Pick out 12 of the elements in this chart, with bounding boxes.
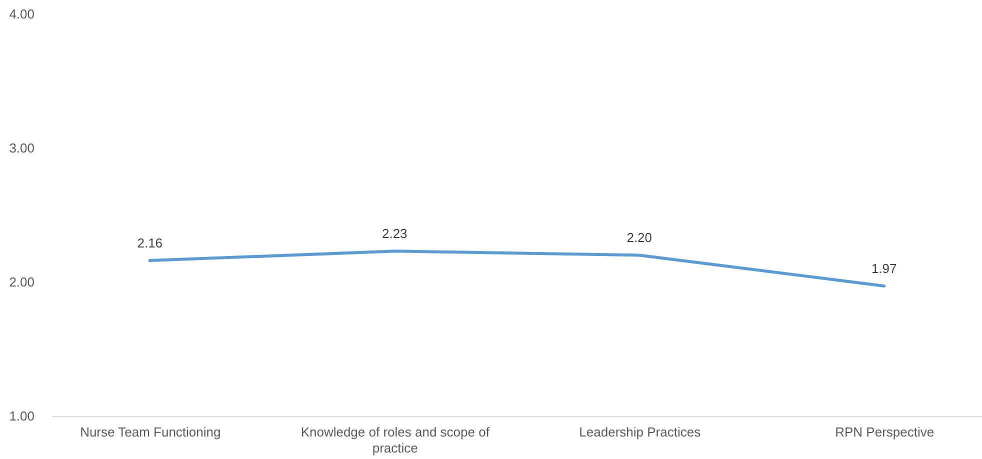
x-tick-label: Leadership Practices [579, 424, 702, 440]
x-tick-label: Knowledge of roles and scope of practice [300, 424, 490, 456]
x-tick-label: Nurse Team Functioning [80, 424, 221, 440]
y-tick-label: 1.00 [9, 408, 34, 424]
y-tick-label: 4.00 [9, 6, 34, 22]
y-tick-label: 2.00 [9, 274, 34, 290]
data-label: 2.20 [626, 230, 652, 246]
data-label: 2.16 [137, 236, 163, 251]
data-label: 2.23 [382, 226, 408, 242]
data-label: 1.97 [871, 261, 897, 276]
x-tick-label: RPN Perspective [835, 424, 934, 440]
y-tick-label: 3.00 [9, 140, 34, 156]
